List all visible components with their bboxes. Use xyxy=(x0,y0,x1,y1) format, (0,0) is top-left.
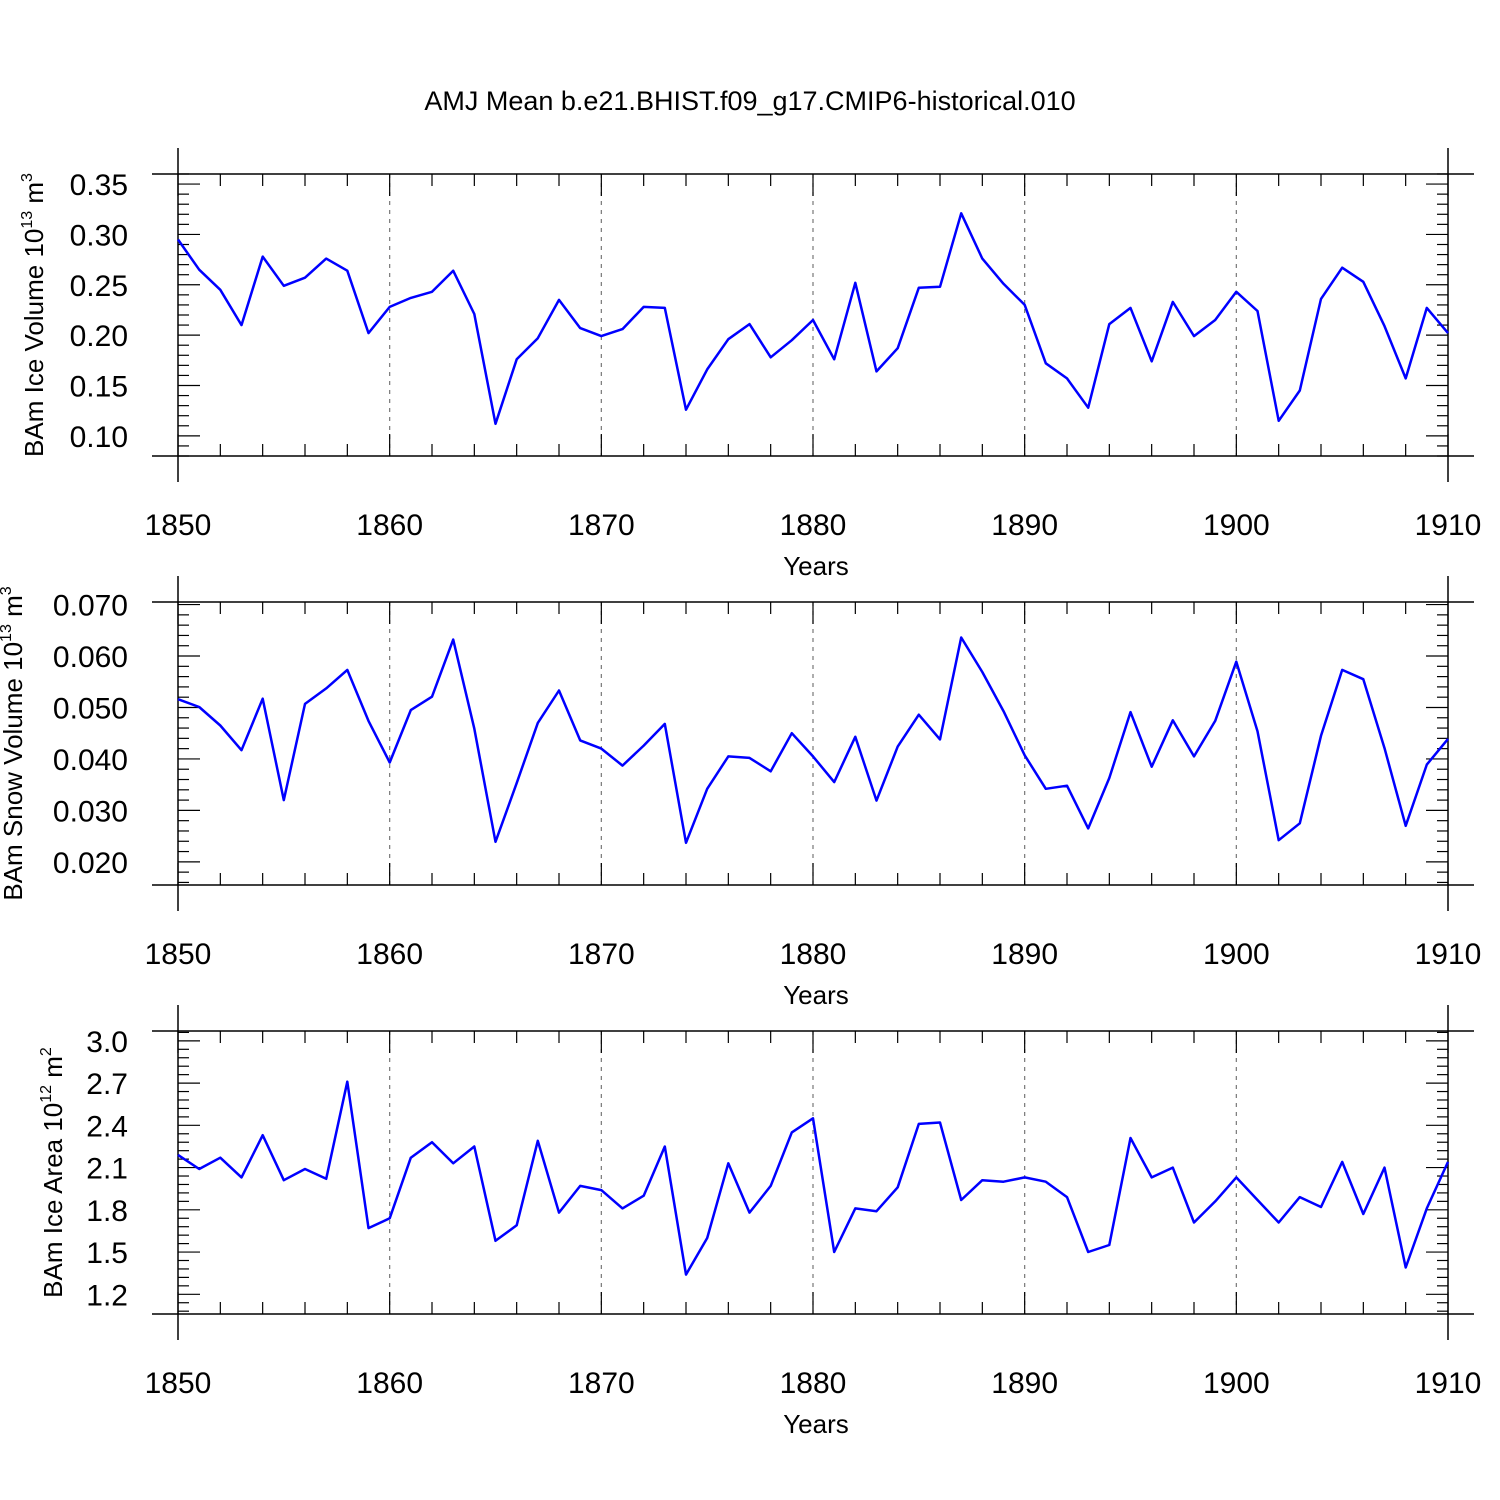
y-tick-label: 0.10 xyxy=(70,421,128,454)
y-tick-label: 1.2 xyxy=(86,1279,128,1312)
y-tick-label: 2.7 xyxy=(86,1068,128,1101)
y-tick-label: 0.020 xyxy=(53,847,128,880)
y-tick-label: 0.20 xyxy=(70,320,128,353)
y-tick-label: 0.15 xyxy=(70,371,128,404)
x-tick-label: 1870 xyxy=(568,938,635,971)
x-tick-label: 1850 xyxy=(145,938,212,971)
y-tick-label: 2.1 xyxy=(86,1153,128,1186)
y-axis-title: BAm Snow Volume 1013 m3 xyxy=(0,586,28,900)
snow-volume-panel: 0.020 0.030 0.040 0.050 0.060 0.070 1850 1860 18… xyxy=(0,576,1481,1010)
x-tick-label: 1900 xyxy=(1203,1367,1270,1400)
y-tick-label: 3.0 xyxy=(86,1026,128,1059)
data-series-line xyxy=(177,636,1449,845)
x-axis-title: Years xyxy=(783,551,849,581)
figure-title: AMJ Mean b.e21.BHIST.f09_g17.CMIP6-histo… xyxy=(424,86,1075,116)
y-tick-label: 0.35 xyxy=(70,169,128,202)
y-tick-label: 1.8 xyxy=(86,1195,128,1228)
y-axis-title: BAm Ice Area 1012 m2 xyxy=(38,1047,68,1298)
y-tick-label: 0.040 xyxy=(53,744,128,777)
ice-area-panel: 1.2 1.5 1.8 2.1 2.4 2.7 3.0 1850 1860 1870 1880 189… xyxy=(38,1005,1481,1439)
x-tick-label: 1850 xyxy=(145,509,212,542)
y-tick-label: 0.25 xyxy=(70,270,128,303)
y-tick-label: 0.030 xyxy=(53,795,128,828)
x-tick-label: 1900 xyxy=(1203,509,1270,542)
y-axis-title: BAm Ice Volume 1013 m3 xyxy=(19,173,49,457)
x-tick-label: 1870 xyxy=(568,1367,635,1400)
y-tick-label: 0.30 xyxy=(70,219,128,252)
x-tick-label: 1860 xyxy=(356,509,423,542)
x-tick-label: 1850 xyxy=(145,1367,212,1400)
x-tick-label: 1880 xyxy=(780,1367,847,1400)
y-tick-label: 0.050 xyxy=(53,692,128,725)
x-tick-label: 1880 xyxy=(780,509,847,542)
x-tick-label: 1870 xyxy=(568,509,635,542)
ice-volume-panel: 0.10 0.15 0.20 0.25 0.30 0.35 1850 1860 1870 1880… xyxy=(19,148,1481,581)
x-tick-label: 1890 xyxy=(991,509,1058,542)
y-tick-label: 0.060 xyxy=(53,641,128,674)
x-tick-label: 1860 xyxy=(356,938,423,971)
y-tick-label: 0.070 xyxy=(53,590,128,623)
y-tick-label: 1.5 xyxy=(86,1237,128,1270)
x-tick-label: 1910 xyxy=(1415,938,1482,971)
x-tick-label: 1910 xyxy=(1415,509,1482,542)
x-tick-label: 1900 xyxy=(1203,938,1270,971)
data-series-line xyxy=(176,212,1449,426)
y-tick-label: 2.4 xyxy=(86,1110,128,1143)
x-axis-title: Years xyxy=(783,1409,849,1439)
x-tick-label: 1890 xyxy=(991,938,1058,971)
data-series-line xyxy=(177,1080,1450,1276)
x-axis-title: Years xyxy=(783,980,849,1010)
x-tick-label: 1890 xyxy=(991,1367,1058,1400)
x-tick-label: 1860 xyxy=(356,1367,423,1400)
x-tick-label: 1880 xyxy=(780,938,847,971)
x-tick-label: 1910 xyxy=(1415,1367,1482,1400)
